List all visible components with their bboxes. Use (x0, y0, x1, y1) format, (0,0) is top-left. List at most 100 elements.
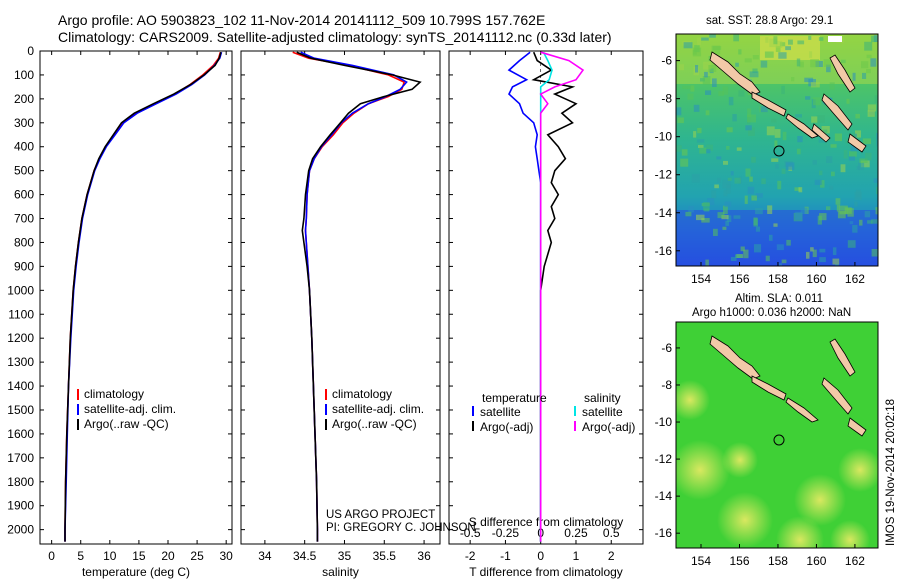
sla-map-frame (675, 321, 879, 549)
sst-texture-cell (718, 91, 724, 96)
sst-texture-cell (754, 244, 762, 253)
series-line (539, 51, 553, 542)
sst-texture-cell (875, 207, 878, 215)
sst-texture-cell (752, 68, 758, 73)
sst-texture-cell (778, 52, 787, 59)
depth-tick-label: 900 (14, 259, 34, 273)
sst-texture-cell (728, 96, 734, 106)
map-y-tick-label: -8 (661, 378, 672, 392)
sst-texture-cell (712, 78, 717, 87)
map-x-tick-label: 160 (806, 272, 826, 286)
sst-texture-cell (819, 257, 826, 263)
sst-texture-cell (703, 202, 710, 211)
sla-anomaly-blob (830, 520, 870, 548)
sst-texture-cell (796, 58, 801, 67)
sst-texture-cell (723, 160, 728, 165)
sla-islands (709, 335, 867, 437)
sst-texture-cell (850, 144, 859, 152)
sst-texture-cell (823, 59, 832, 67)
depth-tick-label: 1900 (7, 499, 34, 513)
difference-panel: -2 -1 0 1 2 T difference from climatology -0.5… (448, 50, 644, 579)
sst-texture-cell (832, 247, 837, 256)
sst-texture-cell (680, 158, 689, 167)
sst-texture-cell (687, 93, 694, 100)
sst-texture-cell (761, 178, 766, 185)
sst-texture-cell (749, 71, 759, 78)
sst-texture-cell (730, 256, 737, 261)
x-tick-label: 34 (258, 549, 272, 563)
sst-texture-cell (830, 144, 837, 148)
sst-texture-cell (876, 133, 878, 140)
sst-texture-cell (773, 223, 778, 227)
sst-texture-cell (676, 107, 682, 116)
sst-texture-cell (874, 95, 878, 104)
sst-texture-cell (722, 226, 727, 230)
sst-texture-cell (688, 206, 694, 213)
map-y-tick-label: -16 (655, 244, 673, 258)
series-line (64, 51, 222, 542)
sst-texture-cell (809, 51, 813, 58)
sst-texture-cell (751, 195, 757, 201)
sst-texture-cell (755, 226, 760, 232)
sst-texture-cell (797, 136, 803, 143)
sst-texture-cell (735, 254, 743, 258)
sst-texture-cell (676, 145, 682, 152)
sst-texture-cell (733, 34, 739, 42)
sst-texture-cell (743, 249, 749, 259)
s-axis-label: S difference from climatology (469, 515, 624, 529)
x-axis-label: salinity (322, 565, 359, 579)
s-tick-label: -0.5 (460, 526, 481, 540)
sst-texture-cell (766, 126, 775, 136)
map-x-tick-label: 154 (691, 554, 711, 568)
s-tick-label: 0.25 (564, 526, 588, 540)
sst-texture-cell (691, 173, 700, 183)
sst-texture-cell (717, 177, 721, 183)
sst-texture-cell (735, 62, 739, 67)
sst-texture-cell (852, 72, 856, 81)
series-line (64, 51, 222, 542)
sst-texture-cell (847, 240, 856, 248)
sst-texture-cell (791, 77, 795, 82)
sst-map-frame (675, 33, 879, 267)
sst-texture-cell (775, 164, 779, 169)
sst-texture-cell (876, 186, 878, 194)
x-tick-label: -2 (465, 549, 476, 563)
sst-texture-cell (707, 198, 715, 205)
sst-texture-cell (755, 193, 763, 198)
sst-texture-cell (769, 38, 778, 48)
sst-texture-cell (867, 220, 873, 224)
legend-label: Argo(..raw -QC) (332, 417, 417, 431)
sst-texture-cell (816, 115, 825, 123)
depth-tick-label: 1600 (7, 427, 34, 441)
x-tick-label: 35 (338, 549, 352, 563)
sst-texture-cell (859, 219, 863, 226)
x-tick-label: 0 (537, 549, 544, 563)
plot-frame (240, 50, 441, 545)
x-tick-label: -1 (500, 549, 511, 563)
sst-texture-cell (871, 219, 878, 224)
sst-texture-cell (776, 244, 784, 251)
x-tick-label: 15 (132, 549, 146, 563)
legend-label: climatology (332, 387, 392, 401)
sst-texture-cell (812, 160, 817, 165)
sst-texture-cell (855, 113, 860, 119)
sst-texture-cell (726, 127, 733, 133)
depth-tick-label: 0 (27, 44, 34, 58)
sst-texture-cell (747, 108, 752, 117)
sst-texture-cell (769, 234, 773, 241)
sst-texture-cell (745, 168, 751, 177)
sst-texture-cell (818, 137, 826, 143)
salinity-panel: 34 34.5 35 35.5 36 salinity climatologysatelli… (240, 50, 441, 579)
x-tick-label: 30 (220, 549, 234, 563)
sst-texture-cell (693, 104, 700, 112)
sst-texture-cell (810, 247, 814, 252)
sst-texture-cell (864, 211, 871, 218)
sst-texture-cell (876, 139, 878, 147)
sst-texture-cell (777, 180, 782, 190)
sst-texture-cell (738, 49, 742, 55)
map-y-tick-label: -10 (655, 130, 673, 144)
sst-texture-cell (858, 162, 865, 171)
map-y-tick-label: -6 (661, 341, 672, 355)
sst-texture-cell (698, 144, 704, 148)
series-line (539, 51, 585, 542)
